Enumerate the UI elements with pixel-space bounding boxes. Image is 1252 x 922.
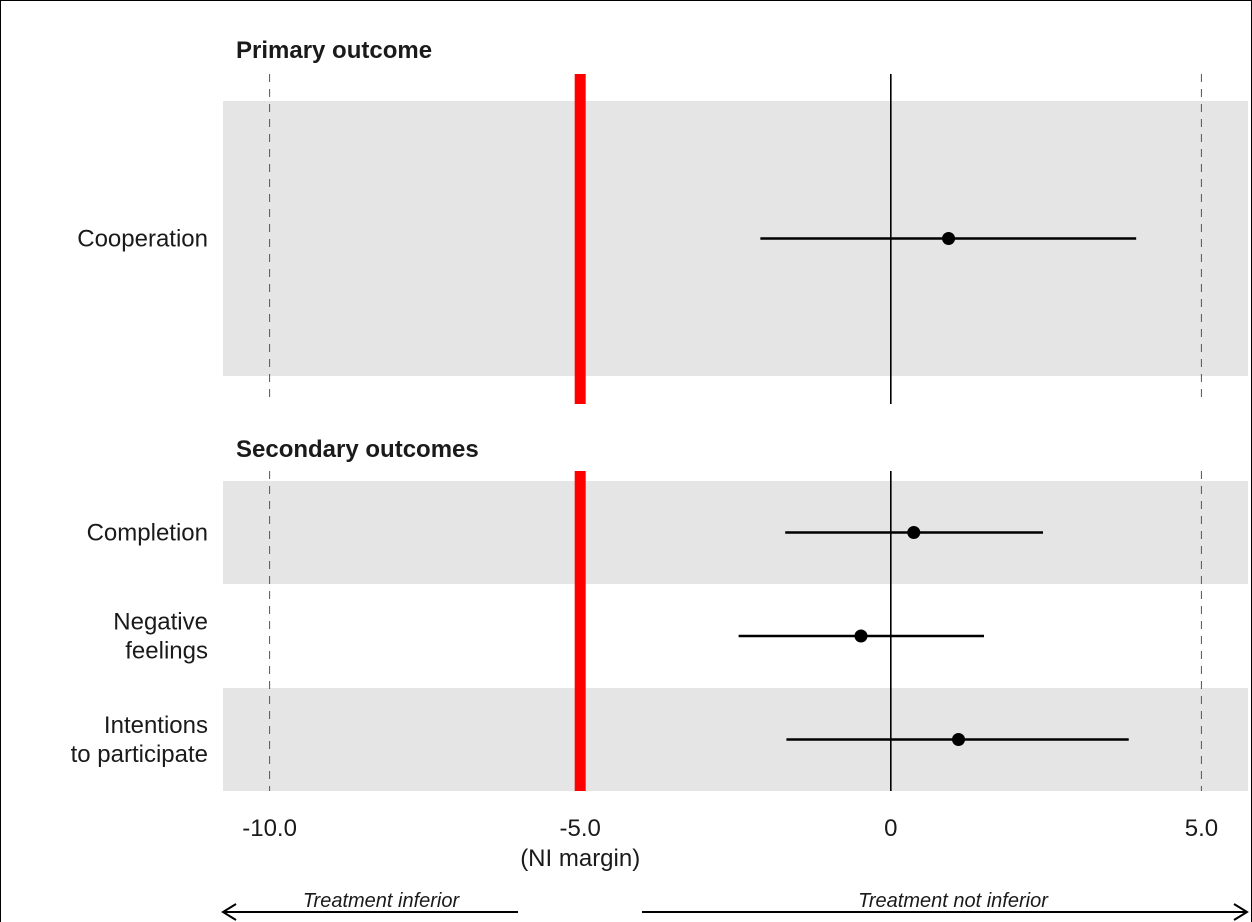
x-tick-label: 5.0 [1185, 815, 1218, 842]
row-label: Cooperation [77, 226, 208, 253]
point-estimate [854, 629, 868, 643]
row-label: Negative [113, 609, 208, 636]
point-estimate [942, 232, 956, 245]
point-estimate [907, 526, 921, 539]
x-tick-label: -10.0 [242, 815, 297, 842]
point-estimate [952, 733, 966, 746]
row-label: feelings [125, 638, 208, 665]
row-label: Completion [87, 520, 208, 547]
direction-arrows: Treatment inferior Treatment not inferior [221, 890, 1249, 921]
row-label: to participate [71, 741, 208, 768]
reference-lines [269, 74, 1202, 791]
direction-label-left: Treatment inferior [303, 890, 461, 912]
ni-margin-label: (NI margin) [520, 845, 640, 872]
direction-label-right: Treatment not inferior [858, 890, 1049, 912]
row-label: Intentions [104, 712, 208, 739]
x-axis: -10.0 -5.0 0 5.0 (NI margin) [242, 815, 1218, 872]
right-arrow-head [1233, 903, 1249, 921]
estimate-marks [738, 232, 1137, 746]
x-tick-label: -5.0 [560, 815, 601, 842]
row-bands [223, 101, 1248, 791]
row-labels: Primary outcome Cooperation Secondary outc… [71, 37, 479, 768]
row-band [223, 481, 1248, 584]
panel-title: Primary outcome [236, 37, 432, 64]
left-arrow-head [221, 903, 237, 921]
x-tick-label: 0 [884, 815, 897, 842]
panel-title: Secondary outcomes [236, 436, 479, 463]
